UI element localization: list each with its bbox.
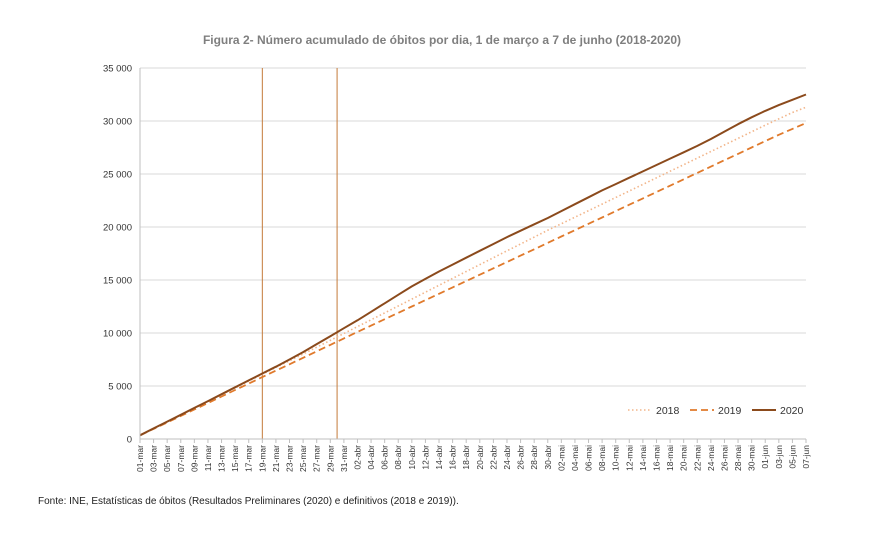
x-tick-label: 14-mai <box>638 445 648 471</box>
x-tick-label: 06-abr <box>380 445 390 470</box>
x-tick-label: 22-abr <box>488 445 498 470</box>
x-tick-label: 21-mar <box>271 445 281 472</box>
legend-label-2018: 2018 <box>656 405 680 417</box>
x-tick-label: 03-mar <box>149 445 159 472</box>
x-tick-label: 18-mai <box>665 445 675 471</box>
x-tick-label: 04-abr <box>366 445 376 470</box>
x-tick-label: 16-mai <box>651 445 661 471</box>
series-line-2018 <box>139 106 807 437</box>
x-tick-label: 20-abr <box>475 445 485 470</box>
x-tick-label: 26-mai <box>719 445 729 471</box>
x-tick-label: 04-mai <box>570 445 580 471</box>
legend-label-2020: 2020 <box>780 405 804 417</box>
x-tick-label: 10-abr <box>407 445 417 470</box>
x-tick-label: 05-jun <box>787 445 797 469</box>
x-tick-label: 24-abr <box>502 445 512 470</box>
x-tick-label: 24-mai <box>706 445 716 471</box>
x-tick-label: 01-mar <box>135 445 145 472</box>
x-tick-label: 25-mar <box>298 445 308 472</box>
x-tick-label: 23-mar <box>285 445 295 472</box>
x-tick-label: 31-mar <box>339 445 349 472</box>
x-tick-label: 27-mar <box>312 445 322 472</box>
x-tick-label: 17-mar <box>244 445 254 472</box>
x-tick-label: 28-abr <box>529 445 539 470</box>
chart-title: Figura 2- Número acumulado de óbitos por… <box>202 33 682 47</box>
series-line-2020 <box>139 93 807 437</box>
x-tick-label: 15-mar <box>230 445 240 472</box>
x-tick-label: 11-mar <box>203 445 213 471</box>
x-tick-label: 08-mai <box>597 445 607 471</box>
x-tick-label: 07-mar <box>176 445 186 472</box>
x-tick-label: 30-mai <box>747 445 757 471</box>
y-tick-label: 25 000 <box>103 170 132 181</box>
x-tick-label: 05-mar <box>162 445 172 472</box>
x-tick-label: 30-abr <box>543 445 553 470</box>
source-note: Fonte: INE, Estatísticas de óbitos (Resu… <box>38 496 459 507</box>
y-tick-label: 15 000 <box>103 276 132 287</box>
x-tick-label: 03-jun <box>774 445 784 469</box>
x-tick-label: 10-mai <box>611 445 621 471</box>
y-tick-label: 30 000 <box>103 117 132 128</box>
x-tick-label: 28-mai <box>733 445 743 471</box>
x-tick-label: 02-abr <box>352 445 362 470</box>
y-tick-label: 35 000 <box>103 64 132 75</box>
x-tick-label: 12-abr <box>420 445 430 470</box>
x-tick-label: 19-mar <box>257 445 267 472</box>
x-tick-label: 08-abr <box>393 445 403 470</box>
x-tick-label: 22-mai <box>692 445 702 471</box>
y-tick-label: 20 000 <box>103 223 132 234</box>
x-tick-label: 20-mai <box>679 445 689 471</box>
grid-lines <box>140 67 806 387</box>
series-lines <box>139 93 807 437</box>
x-tick-label: 12-mai <box>624 445 634 471</box>
y-tick-label: 10 000 <box>103 329 132 340</box>
x-tick-label: 26-abr <box>516 445 526 470</box>
y-tick-label: 0 <box>127 435 132 446</box>
x-tick-label: 13-mar <box>217 445 227 472</box>
axes: 0 5 000 10 000 15 000 20 000 25 000 30 000 35 0… <box>103 64 811 472</box>
x-tick-label: 02-mai <box>556 445 566 471</box>
x-tick-label: 29-mar <box>325 445 335 472</box>
x-tick-label: 06-mai <box>584 445 594 471</box>
vertical-marker-lines <box>261 68 338 439</box>
x-tick-label: 09-mar <box>189 445 199 472</box>
x-tick-label: 18-abr <box>461 445 471 470</box>
x-tick-label: 16-abr <box>448 445 458 470</box>
x-tick-label: 01-jun <box>760 445 770 469</box>
series-line-2019 <box>139 122 807 437</box>
legend-label-2019: 2019 <box>718 405 742 417</box>
x-tick-label: 14-abr <box>434 445 444 470</box>
x-tick-label: 07-jun <box>801 445 811 469</box>
legend: 2018 2019 2020 <box>628 405 804 417</box>
y-tick-label: 5 000 <box>108 382 132 393</box>
